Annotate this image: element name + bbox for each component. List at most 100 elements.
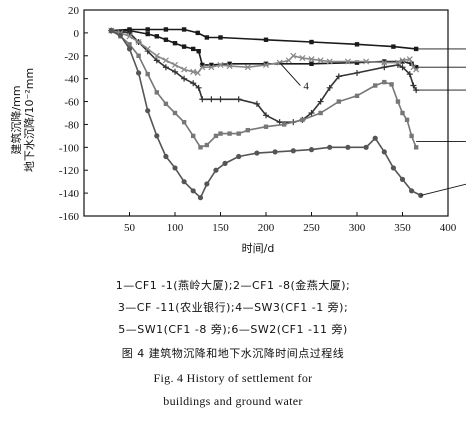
data-point bbox=[335, 73, 342, 80]
data-point bbox=[208, 96, 215, 103]
y-tick-label: -160 bbox=[59, 211, 80, 223]
data-point bbox=[218, 131, 223, 136]
data-point bbox=[263, 112, 269, 119]
data-point bbox=[209, 62, 214, 68]
data-point bbox=[171, 61, 179, 68]
y-tick-label: 0 bbox=[74, 28, 80, 40]
data-point bbox=[400, 110, 405, 116]
data-point bbox=[172, 110, 178, 116]
legend-line-3: 5—SW1(CF1 -8 旁);6—SW2(CF1 -11 旁) bbox=[118, 323, 348, 336]
series-4 bbox=[108, 27, 420, 76]
data-point bbox=[262, 61, 270, 68]
y-tick-label: -80 bbox=[64, 119, 79, 131]
data-point bbox=[190, 188, 196, 194]
data-point bbox=[162, 57, 169, 64]
data-point bbox=[204, 181, 210, 187]
data-point bbox=[196, 49, 201, 54]
data-point bbox=[172, 68, 178, 75]
data-point bbox=[191, 133, 196, 139]
data-point bbox=[204, 35, 210, 40]
data-point bbox=[191, 46, 196, 52]
data-point bbox=[213, 133, 219, 139]
series-tag-leader bbox=[420, 183, 466, 196]
data-point bbox=[227, 61, 232, 66]
data-point bbox=[218, 35, 223, 40]
data-point bbox=[197, 195, 204, 201]
y-tick-label: -60 bbox=[64, 97, 79, 109]
data-point bbox=[208, 64, 215, 71]
data-point bbox=[381, 59, 388, 66]
data-point bbox=[154, 90, 159, 95]
x-tick-label: 400 bbox=[440, 222, 457, 234]
data-point bbox=[389, 82, 394, 87]
data-point bbox=[381, 149, 387, 155]
data-point bbox=[235, 96, 242, 103]
settlement-chart: 建筑沉降/mm 地下水沉降/10⁻²mm 50 100 150 200 250 300 35… bbox=[9, 5, 466, 255]
data-point bbox=[317, 98, 324, 105]
data-point bbox=[300, 117, 305, 123]
data-point bbox=[373, 83, 378, 88]
data-point bbox=[162, 64, 169, 71]
data-point bbox=[163, 37, 169, 42]
x-tick-label: 250 bbox=[303, 222, 320, 234]
data-point bbox=[195, 30, 200, 36]
data-point bbox=[194, 69, 201, 76]
data-point bbox=[382, 79, 387, 85]
data-point bbox=[136, 70, 142, 76]
data-point bbox=[117, 32, 123, 38]
data-point bbox=[326, 84, 333, 91]
series-tag-4: 4 bbox=[303, 81, 309, 93]
data-point bbox=[399, 64, 406, 71]
data-point bbox=[409, 133, 414, 139]
data-point bbox=[108, 28, 114, 34]
data-point bbox=[181, 119, 187, 125]
data-point bbox=[406, 56, 413, 63]
data-point bbox=[363, 144, 369, 150]
data-point bbox=[172, 165, 178, 171]
y-axis-title: 建筑沉降/mm 地下水沉降/10⁻²mm bbox=[9, 68, 36, 172]
data-point bbox=[181, 27, 187, 32]
data-point bbox=[308, 147, 315, 153]
data-point bbox=[245, 127, 250, 133]
series-line bbox=[111, 28, 417, 50]
data-point bbox=[236, 153, 242, 160]
y-tick-label: -140 bbox=[59, 188, 80, 200]
data-point bbox=[413, 66, 420, 73]
y-tick-label: 20 bbox=[68, 5, 80, 17]
data-point bbox=[327, 144, 333, 150]
series-tag-leader bbox=[279, 62, 301, 86]
data-point bbox=[163, 27, 169, 32]
data-point bbox=[181, 66, 188, 73]
data-point bbox=[354, 42, 360, 47]
data-point bbox=[135, 39, 142, 46]
data-point bbox=[145, 27, 150, 32]
data-point bbox=[276, 119, 283, 126]
data-point bbox=[253, 100, 260, 107]
data-point bbox=[263, 124, 269, 129]
data-point bbox=[290, 52, 297, 59]
y-axis-title-line2: 地下水沉降/10⁻²mm bbox=[22, 68, 36, 172]
data-point bbox=[213, 167, 219, 173]
data-point bbox=[390, 165, 396, 171]
data-point bbox=[199, 96, 206, 103]
data-point bbox=[181, 75, 188, 82]
data-point bbox=[198, 145, 203, 150]
data-point bbox=[399, 176, 406, 182]
y-tick-label: -20 bbox=[64, 51, 79, 63]
data-point bbox=[326, 58, 333, 65]
data-point bbox=[318, 110, 323, 116]
data-point bbox=[413, 145, 419, 150]
x-tick-labels: 50 100 150 200 250 300 350 400 bbox=[83, 212, 457, 234]
data-point bbox=[154, 34, 159, 39]
data-point bbox=[354, 69, 360, 76]
data-point bbox=[263, 61, 269, 66]
data-point bbox=[394, 59, 401, 66]
series-line bbox=[110, 29, 417, 149]
data-point bbox=[204, 142, 210, 148]
data-point bbox=[382, 59, 387, 64]
data-point bbox=[309, 39, 314, 45]
figure-title-cn: 图 4 建筑物沉降和地下水沉降时间点过程线 bbox=[121, 347, 345, 360]
data-point bbox=[345, 144, 351, 150]
data-point bbox=[254, 150, 260, 156]
data-point bbox=[181, 179, 187, 185]
